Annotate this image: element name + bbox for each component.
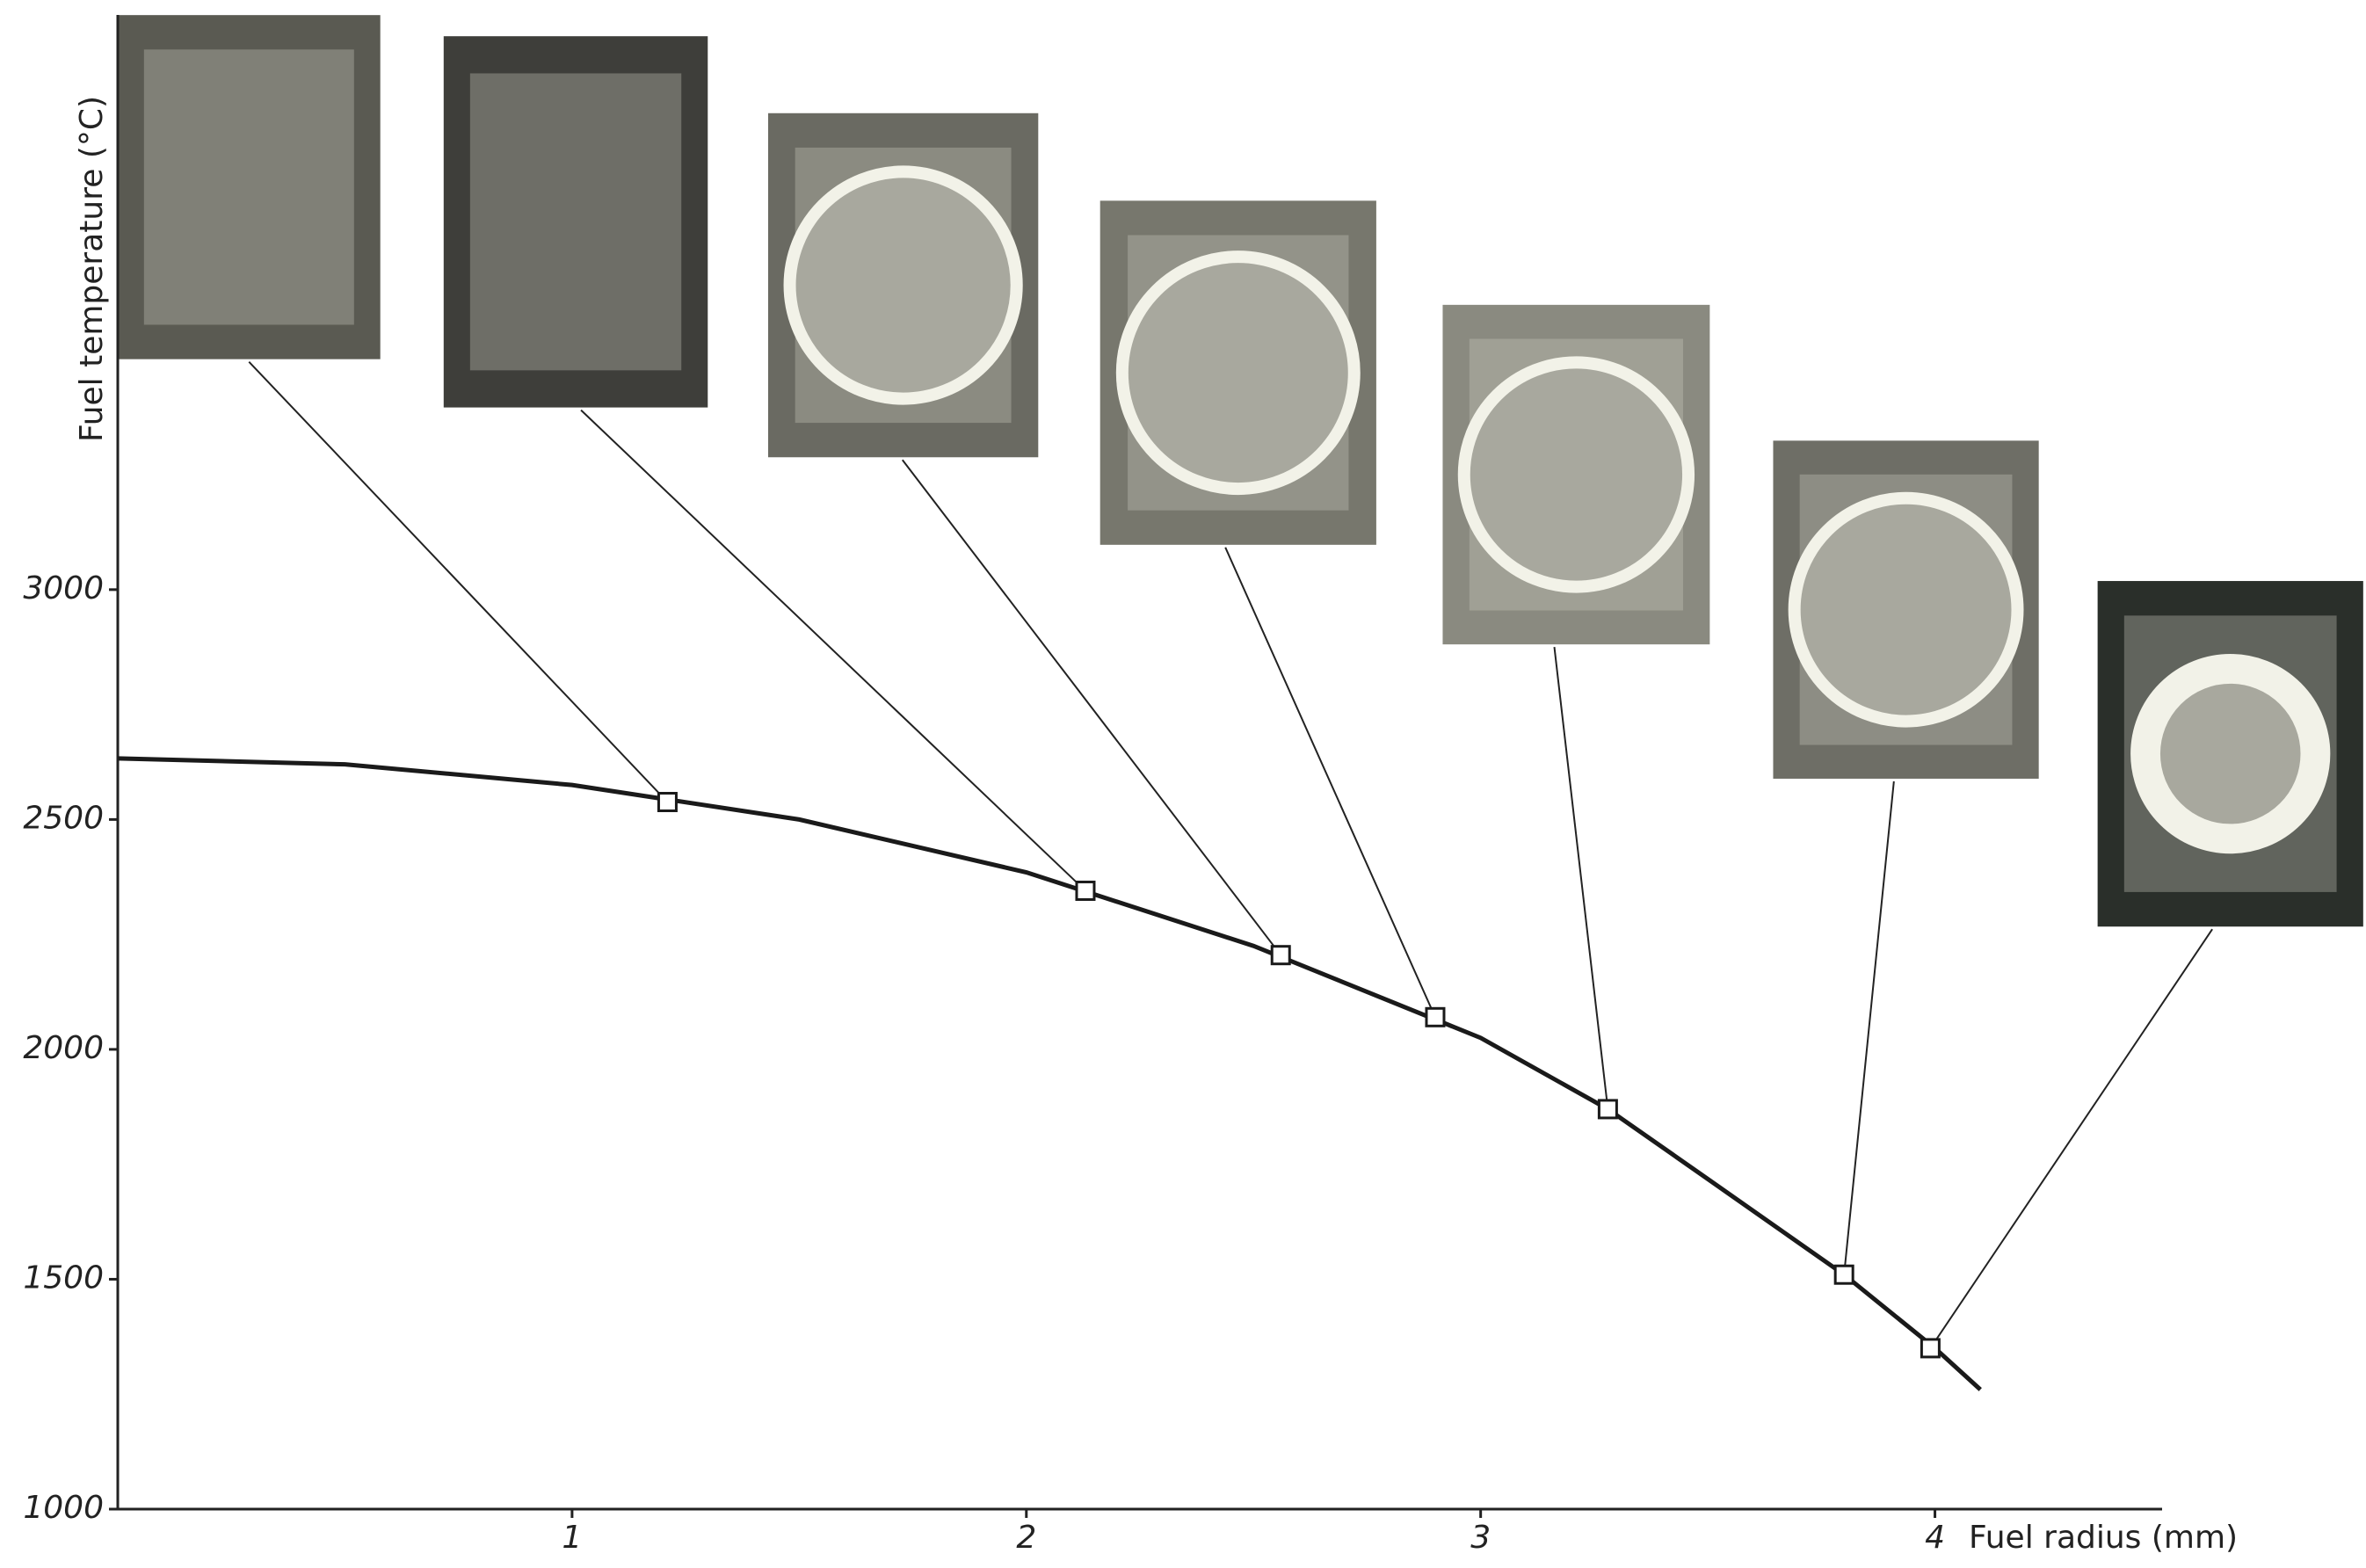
x-tick-label: 2 xyxy=(1016,1520,1036,1556)
leader-line xyxy=(901,459,1282,956)
y-tick-label: 1500 xyxy=(23,1259,104,1296)
y-tick-label: 2000 xyxy=(23,1030,104,1066)
y-axis-label: Fuel temperature (°C) xyxy=(74,96,110,442)
micrographs xyxy=(117,15,2363,927)
micrograph-texture xyxy=(143,49,354,325)
sample-point xyxy=(1597,1099,1618,1120)
leader-line xyxy=(1843,780,1895,1275)
leader-line xyxy=(1224,547,1436,1018)
grain-ring xyxy=(1457,356,1695,593)
grain-ring xyxy=(1115,250,1361,496)
sample-point xyxy=(1270,945,1291,966)
x-tick-label: 1 xyxy=(562,1520,582,1556)
y-tick-label: 2500 xyxy=(23,800,104,836)
micrograph-texture xyxy=(469,73,682,371)
leader-line xyxy=(1553,647,1609,1110)
sample-point xyxy=(1833,1264,1854,1285)
micrograph xyxy=(117,15,381,359)
sample-point xyxy=(657,792,678,813)
grain-ring xyxy=(783,165,1023,405)
y-tick-label: 1000 xyxy=(23,1490,104,1526)
micrograph xyxy=(443,36,708,408)
y-tick-label: 3000 xyxy=(23,570,104,606)
leader-line xyxy=(1929,928,2213,1349)
grain-ring xyxy=(1788,491,2024,728)
sample-point xyxy=(1075,880,1096,901)
sample-point xyxy=(1920,1338,1941,1359)
leader-line xyxy=(248,360,669,803)
temperature-curve xyxy=(117,756,1982,1391)
x-tick-label: 4 xyxy=(1925,1520,1945,1556)
grain-ring xyxy=(2130,654,2331,854)
sample-point xyxy=(1425,1006,1446,1027)
x-axis-label: Fuel radius (mm) xyxy=(1969,1520,2238,1556)
x-tick-label: 3 xyxy=(1470,1520,1491,1556)
leader-line xyxy=(580,409,1086,892)
